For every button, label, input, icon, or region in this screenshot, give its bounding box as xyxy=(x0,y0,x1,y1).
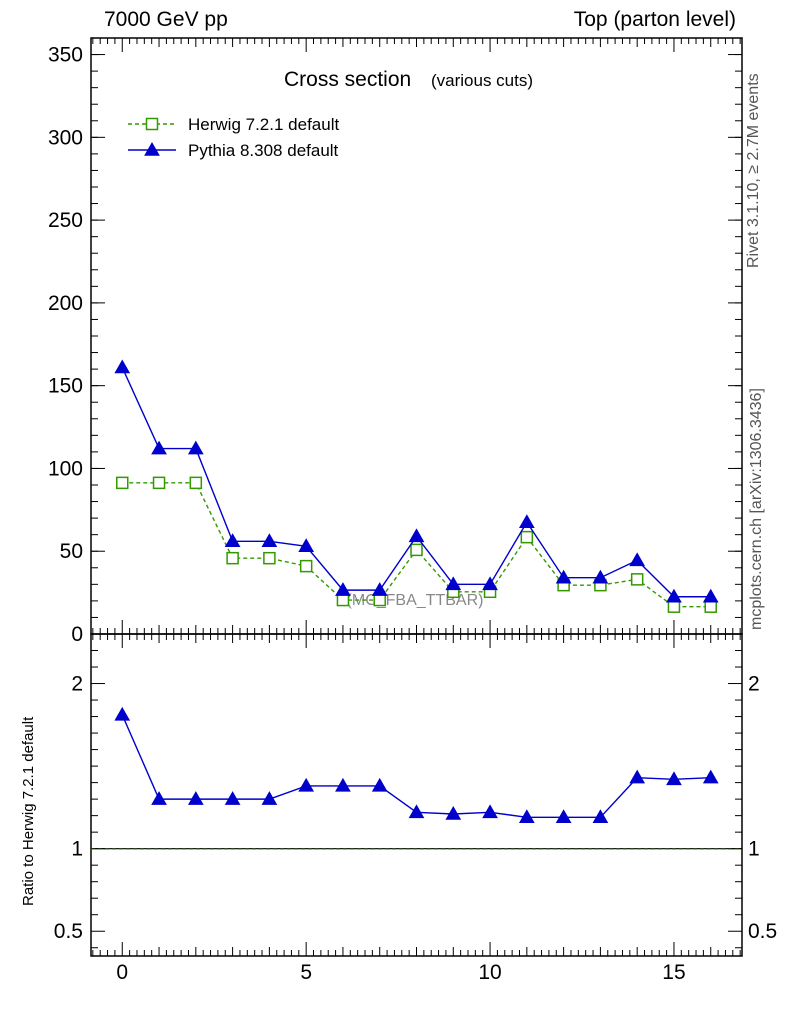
pythia-ratio-point xyxy=(518,809,535,824)
pythia-data-point xyxy=(518,514,535,528)
pythia-data-point xyxy=(445,576,462,591)
pythia-data-point xyxy=(298,538,315,553)
pythia-ratio-line xyxy=(121,714,711,818)
ratio-y-tick-label-left: 2 xyxy=(71,673,83,696)
pythia-data-point xyxy=(371,582,388,596)
chart-subtitle: (various cuts) xyxy=(431,71,533,90)
y-tick-label: 100 xyxy=(48,457,83,480)
y-tick-label: 250 xyxy=(48,209,83,232)
header-left-label: 7000 GeV pp xyxy=(104,8,228,31)
y-tick-label: 150 xyxy=(48,375,83,398)
y-tick-label: 0 xyxy=(71,623,83,646)
pythia-data-point xyxy=(187,440,204,455)
legend-label-pythia: Pythia 8.308 default xyxy=(188,141,339,160)
ratio-y-tick-label-right: 1 xyxy=(748,838,760,861)
ratio-plot-panel: 0.5 0.5 1 1 2 2 0 5 10 15 xyxy=(54,633,777,984)
herwig-data-point xyxy=(410,543,423,557)
ratio-series-layer xyxy=(91,706,742,850)
pythia-data-point xyxy=(702,588,719,603)
pythia-data-point xyxy=(151,440,167,455)
pythia-ratio-point xyxy=(371,777,388,792)
y-tick-label: 350 xyxy=(48,44,83,67)
ratio-y-tick-label-left: 0.5 xyxy=(54,920,83,943)
pythia-ratio-point xyxy=(482,804,498,819)
pythia-ratio-point xyxy=(335,777,351,792)
pythia-data-point xyxy=(408,528,425,543)
legend-marker-pythia xyxy=(144,141,160,156)
pythia-data-point xyxy=(224,533,241,548)
legend-label-herwig: Herwig 7.2.1 default xyxy=(188,115,339,134)
ratio-y-tick-label-left: 1 xyxy=(71,838,83,861)
main-plot-panel: 0 50 100 150 200 250 300 350 Cross section (vario… xyxy=(48,37,743,646)
pythia-data-point xyxy=(114,359,131,374)
pythia-ratio-point xyxy=(298,777,315,792)
herwig-data-point xyxy=(116,476,129,490)
pythia-ratio-point xyxy=(592,809,609,824)
herwig-data-point xyxy=(189,476,203,490)
pythia-ratio-point xyxy=(555,809,572,824)
y-tick-label: 50 xyxy=(60,540,83,563)
herwig-data-point xyxy=(630,573,644,586)
ratio-plot-frame xyxy=(90,633,743,957)
herwig-data-point xyxy=(373,593,386,607)
pythia-series-line xyxy=(121,367,711,598)
herwig-data-point xyxy=(299,559,313,573)
pythia-data-point xyxy=(261,533,278,548)
ratio-y-tick-label-right: 0.5 xyxy=(748,920,777,943)
y-tick-label: 300 xyxy=(48,126,83,149)
pythia-ratio-point xyxy=(187,791,204,805)
x-tick-label: 10 xyxy=(478,961,501,984)
herwig-data-point xyxy=(336,593,350,607)
herwig-data-point xyxy=(520,530,534,544)
pythia-ratio-point xyxy=(445,805,462,820)
chart-title: Cross section xyxy=(284,68,411,91)
ratio-y-tick-label-right: 2 xyxy=(748,673,760,696)
x-tick-label: 5 xyxy=(300,961,312,984)
pythia-ratio-point xyxy=(114,706,131,721)
herwig-data-point xyxy=(263,551,276,565)
herwig-data-point xyxy=(226,551,239,565)
pythia-ratio-point xyxy=(629,769,646,784)
analysis-watermark: (MC_FBA_TTBAR) xyxy=(347,592,484,609)
herwig-data-point xyxy=(704,600,717,613)
pythia-data-point xyxy=(629,552,646,567)
pythia-data-point xyxy=(666,588,682,603)
pythia-ratio-point xyxy=(151,791,167,805)
pythia-ratio-point xyxy=(224,791,241,805)
pythia-data-point xyxy=(555,569,572,584)
main-series-layer xyxy=(114,359,719,613)
pythia-data-point xyxy=(482,576,498,591)
pythia-ratio-point xyxy=(408,804,425,819)
pythia-ratio-point xyxy=(702,769,719,784)
chart-legend: Herwig 7.2.1 default Pythia 8.308 default xyxy=(128,115,339,160)
herwig-data-point xyxy=(152,476,166,490)
x-tick-label: 15 xyxy=(662,961,685,984)
pythia-data-point xyxy=(592,569,609,584)
pythia-ratio-point xyxy=(261,791,278,805)
pythia-data-point xyxy=(335,582,351,596)
pythia-ratio-point xyxy=(666,771,682,786)
legend-marker-herwig xyxy=(145,117,159,131)
header-right-label: Top (parton level) xyxy=(573,8,736,31)
y-tick-label: 200 xyxy=(48,292,83,315)
x-tick-label: 0 xyxy=(116,961,128,984)
herwig-data-point xyxy=(667,600,681,613)
